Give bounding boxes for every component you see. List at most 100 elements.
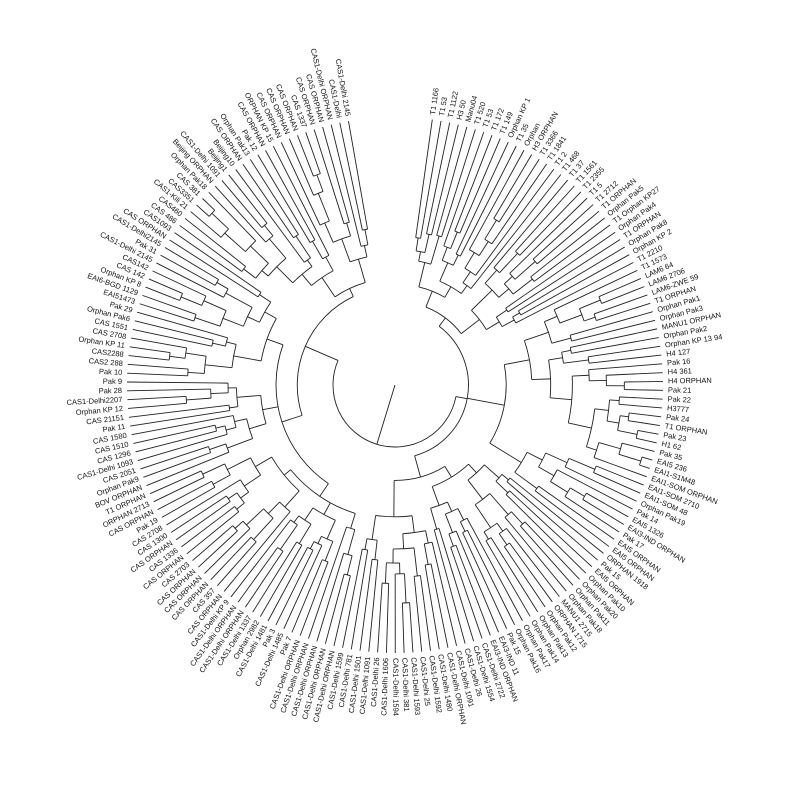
branch [209,405,229,407]
branch [324,503,330,515]
branch [458,508,464,520]
leaf-label: H4 361 [667,366,692,376]
branch [318,193,329,221]
branch [342,239,350,262]
branch [424,601,431,651]
branch [558,211,599,246]
branch [565,496,580,506]
branch [203,464,225,474]
branch [456,531,462,545]
branch [461,286,467,294]
branch [647,441,657,443]
branch [607,421,619,423]
branch [376,560,378,576]
branch [619,454,641,461]
branch [447,502,451,511]
branch [192,477,204,483]
branch [364,246,367,257]
branch [499,534,507,545]
branch [222,180,244,206]
branch [187,453,211,462]
branch [267,339,283,345]
branch [499,207,509,222]
branch [500,154,531,207]
branch [479,554,514,625]
branch [449,534,453,546]
branch [550,398,572,400]
branch [606,374,631,375]
branch [161,396,187,397]
branch [222,502,230,508]
branch [213,343,226,346]
branch [365,230,368,245]
branch [204,301,226,311]
branch [456,240,463,254]
branch [284,470,291,475]
branch [560,315,582,323]
branch [431,508,437,529]
branch [554,305,564,310]
branch [614,481,641,493]
branch [440,263,448,281]
branch [183,340,212,346]
branch [520,526,530,538]
branch [417,600,422,652]
branch [420,576,423,601]
branch [234,356,261,361]
branch [461,320,479,334]
branch [532,379,551,380]
branch [211,452,229,459]
branch [230,512,239,519]
branch [467,530,479,554]
branch [343,573,358,648]
branch [237,395,261,397]
branch [228,480,241,488]
branch [212,213,229,229]
branch [507,482,514,488]
branch [414,548,417,576]
branch [217,282,228,288]
branch [310,542,314,549]
branch [445,466,452,477]
branch [469,464,477,473]
branch [196,275,215,285]
branch [603,295,647,311]
branch [131,338,170,345]
branch [462,135,492,212]
branch [140,454,186,469]
branch [439,546,466,644]
branch [597,355,661,362]
branch [358,259,365,283]
branch [166,487,227,524]
branch [262,271,268,276]
branch [434,530,438,546]
branch [309,550,314,559]
branch [510,491,527,506]
branch [195,318,220,326]
branch [365,539,367,550]
branch [416,226,418,237]
branch [302,274,311,285]
branch [437,218,442,235]
branch [245,572,269,608]
branch [244,206,262,228]
branch [205,365,232,368]
branch [205,538,241,574]
branch [484,465,499,478]
branch [539,467,554,476]
branch [215,334,228,338]
branch [327,520,335,539]
branch [269,239,286,258]
branch [250,291,258,296]
branch [432,542,437,565]
branch [525,522,533,531]
branch [531,264,547,277]
branch [385,563,386,583]
branch [586,338,659,351]
branch [451,232,458,248]
branch [357,228,361,246]
branch [505,180,567,254]
branch [642,457,652,460]
branch [403,534,404,549]
